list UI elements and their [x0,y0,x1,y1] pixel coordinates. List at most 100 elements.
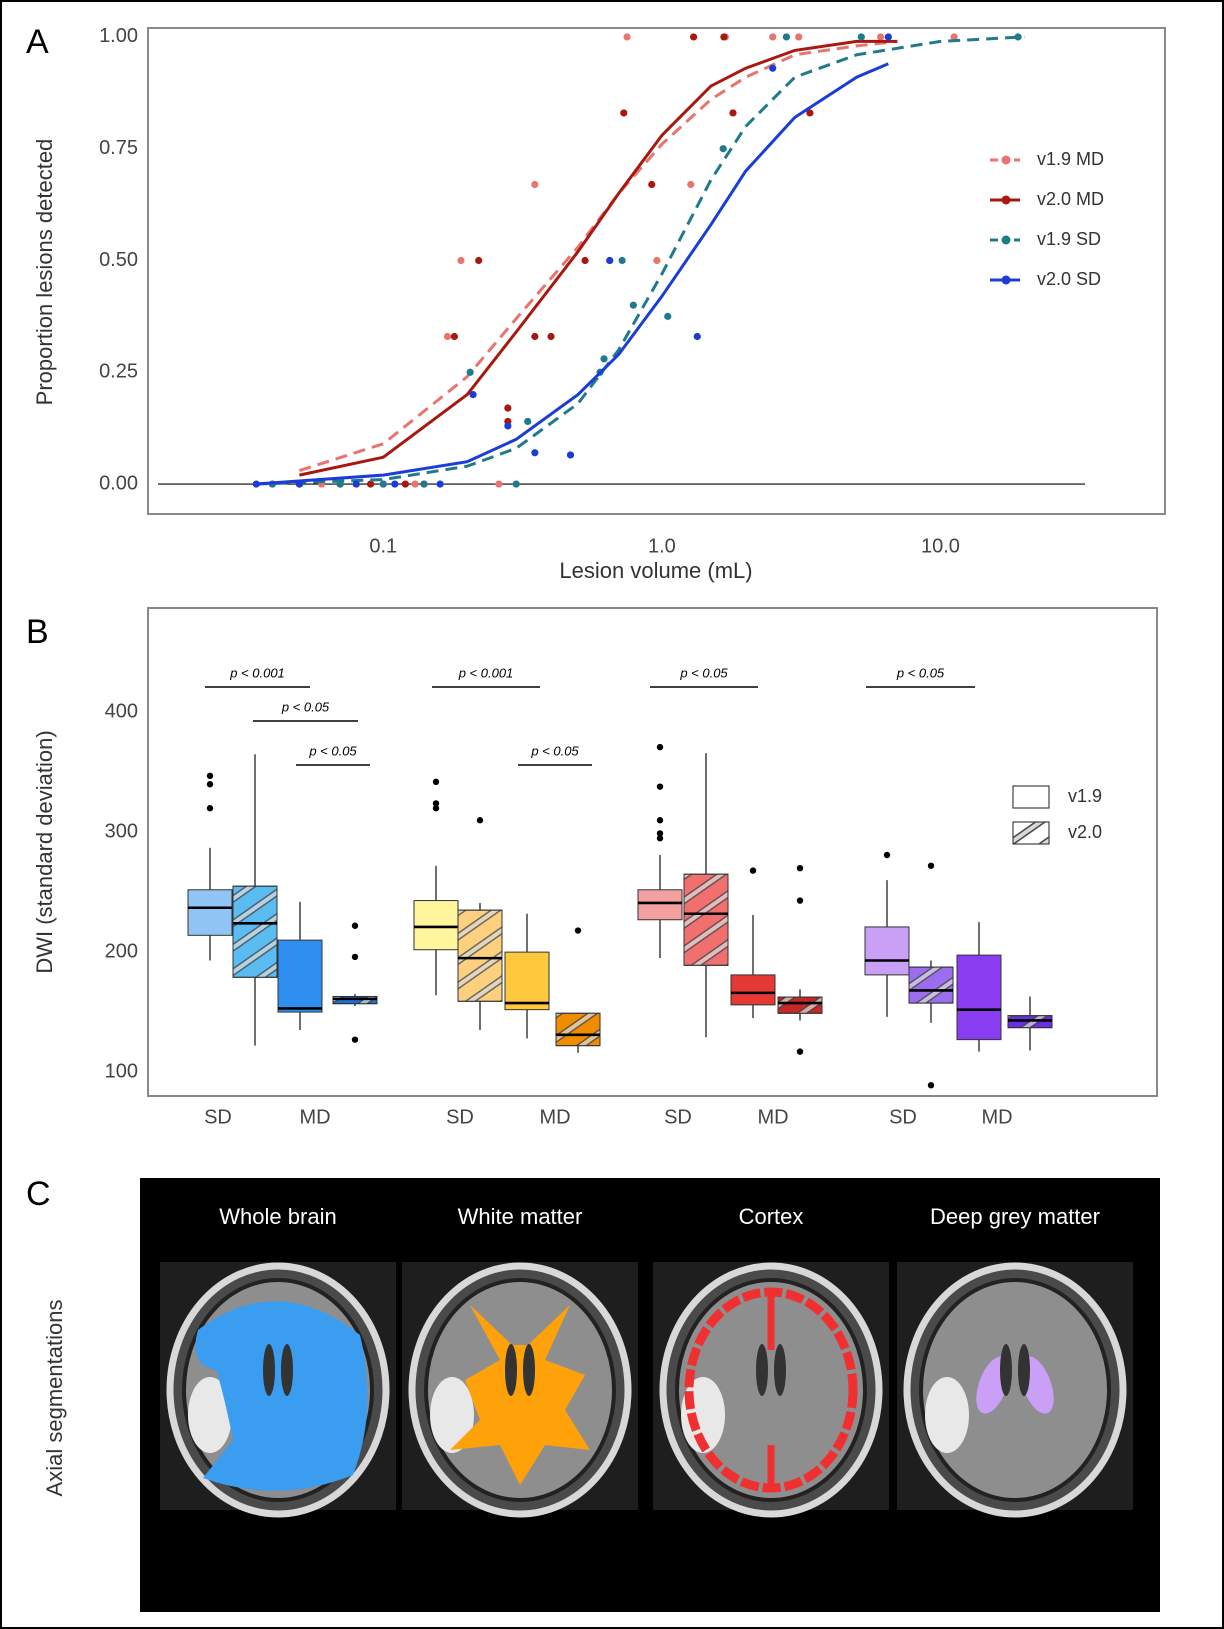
y-tick-label: 0.25 [99,361,138,383]
outlier [657,817,663,823]
point [720,33,727,40]
point [664,313,671,320]
legend-label: v1.9 SD [1037,229,1101,249]
point [581,257,588,264]
y-tick-label: 300 [105,820,138,842]
point [783,33,790,40]
significance-label: p < 0.05 [679,665,728,680]
outlier [207,781,213,787]
box [505,952,549,1010]
point [623,33,630,40]
box-hatch [556,1013,600,1045]
y-axis-label: Axial segmentations [42,1300,67,1497]
box-hatch [233,886,277,977]
point [795,33,802,40]
box [731,975,775,1005]
point [253,480,260,487]
point [420,480,427,487]
legend-label: v1.9 MD [1037,149,1104,169]
x-tick-label: 10.0 [921,535,960,557]
ventricle [281,1344,293,1396]
point [469,391,476,398]
point [444,333,451,340]
point [877,33,884,40]
point [457,257,464,264]
lesion [925,1377,969,1453]
image-title: Deep grey matter [930,1204,1100,1229]
outlier [797,897,803,903]
x-tick-label: MD [757,1106,788,1128]
x-tick-label: SD [204,1106,232,1128]
point [524,418,531,425]
y-tick-label: 0.75 [99,137,138,159]
image-title: Whole brain [219,1204,336,1229]
y-tick-label: 400 [105,701,138,723]
x-tick-label: SD [446,1106,474,1128]
point [437,480,444,487]
outlier [928,1082,934,1088]
panel-letter: B [26,613,49,651]
image-title: Cortex [739,1204,804,1229]
point [653,257,660,264]
point [380,480,387,487]
point [337,480,344,487]
point [495,480,502,487]
x-tick-label: 0.1 [369,535,397,557]
outlier [352,1036,358,1042]
ventricle [756,1344,768,1396]
x-tick-label: SD [889,1106,917,1128]
legend-swatch [1013,822,1049,844]
outlier [207,773,213,779]
legend-swatch [1013,786,1049,808]
legend-label: v2.0 MD [1037,189,1104,209]
significance-label: p < 0.001 [458,665,514,680]
x-axis-label: Lesion volume (mL) [559,558,752,583]
x-tick-label: 1.0 [648,535,676,557]
point [858,33,865,40]
legend-swatch [1002,156,1011,165]
point [600,355,607,362]
x-tick-label: MD [981,1106,1012,1128]
figure: A B C Lesion volume (mL) Proportion lesi… [0,0,1224,1629]
outlier [657,835,663,841]
point [729,109,736,116]
y-tick-label: 0.00 [99,472,138,494]
outlier [797,865,803,871]
point [402,480,409,487]
point [504,404,511,411]
point [567,451,574,458]
point [296,480,303,487]
point [531,181,538,188]
point [531,333,538,340]
y-axis-label: DWI (standard deviation) [32,730,57,973]
ventricle [523,1344,535,1396]
panel-letter: C [26,1175,51,1213]
outlier [657,783,663,789]
outlier [433,779,439,785]
y-tick-label: 1.00 [99,25,138,47]
legend-label: v1.9 [1068,786,1102,806]
box [957,955,1001,1040]
outlier [207,805,213,811]
outlier [750,867,756,873]
point [885,33,892,40]
point [619,257,626,264]
box [638,890,682,920]
x-tick-label: MD [299,1106,330,1128]
outlier [352,923,358,929]
panel-letter: A [26,23,49,61]
outlier [928,863,934,869]
ventricle [1000,1344,1012,1396]
box [865,927,909,975]
point [451,333,458,340]
outlier [575,927,581,933]
point [606,257,613,264]
point [630,302,637,309]
legend-swatch [1002,276,1011,285]
point [531,449,538,456]
box [188,890,232,936]
significance-label: p < 0.05 [281,699,330,714]
point [648,181,655,188]
point [1014,33,1021,40]
box-hatch [778,997,822,1013]
